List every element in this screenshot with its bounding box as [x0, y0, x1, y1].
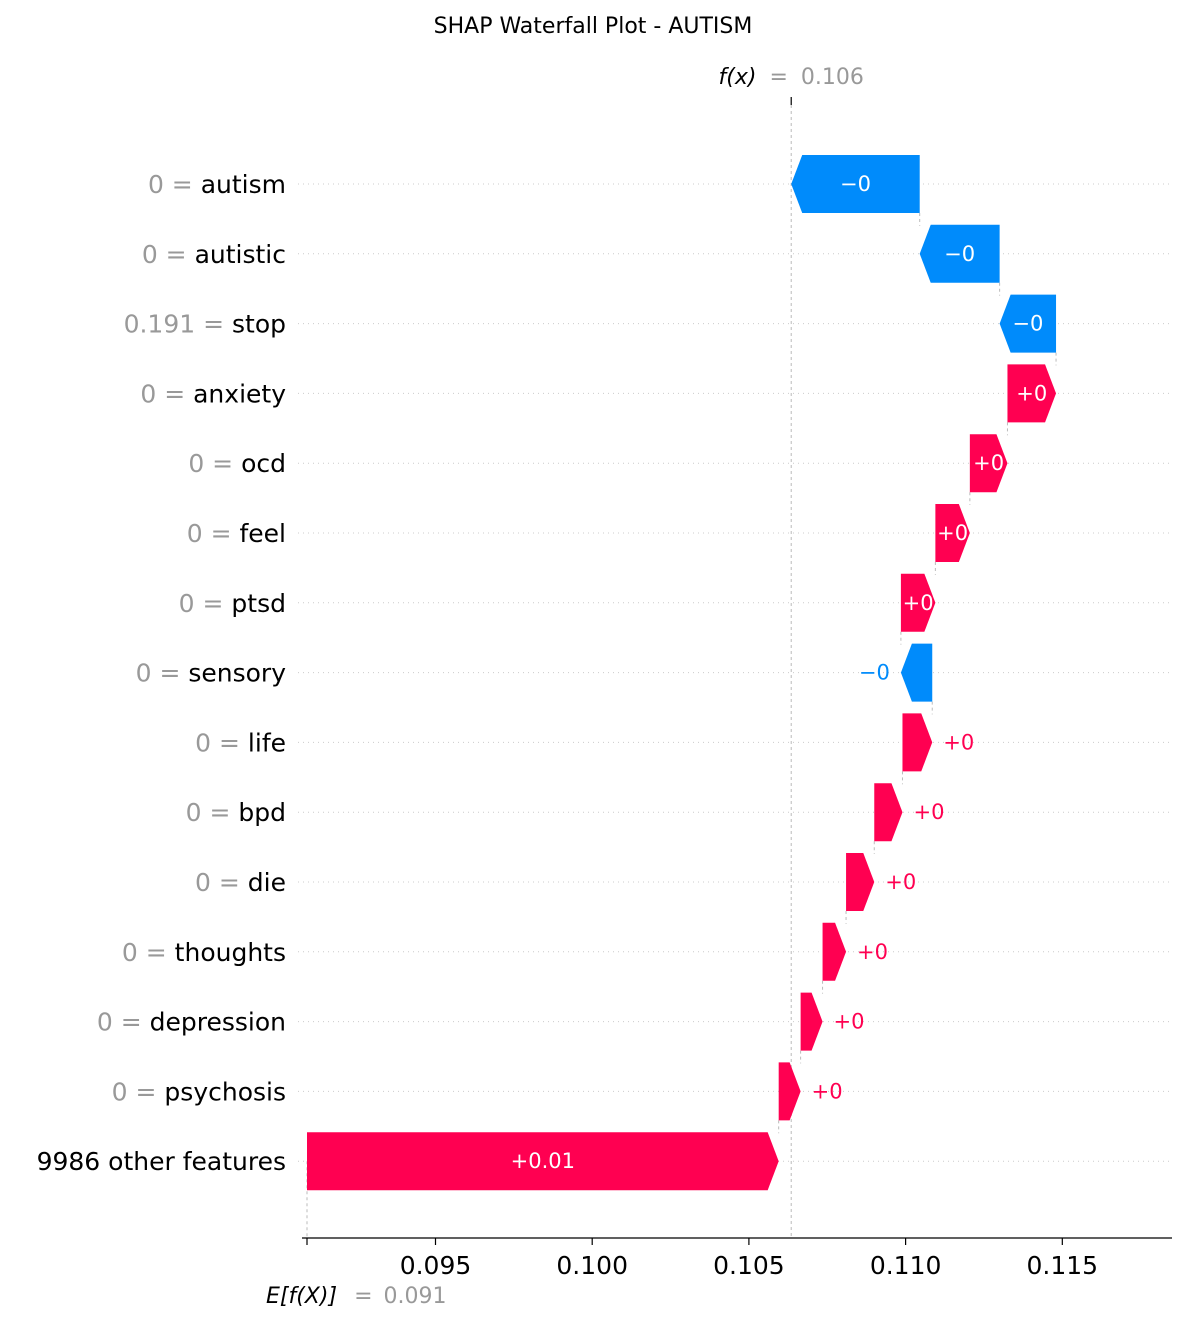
efx-text: E[f(X)] = 0.091: [266, 1284, 446, 1309]
waterfall-bar: [1007, 364, 1057, 423]
feature-name: psychosis: [164, 1077, 286, 1106]
feature-value: 0 =: [140, 379, 193, 408]
guide-lines: [306, 97, 1057, 1238]
feature-label: 0 = life: [195, 728, 286, 757]
bar-value-label: −0: [840, 172, 871, 196]
bar-value-label: +0: [885, 870, 916, 894]
feature-name: life: [248, 728, 286, 757]
feature-value: 0 =: [187, 519, 240, 548]
waterfall-bar: [900, 643, 933, 702]
waterfall-bar: [307, 1132, 779, 1191]
feature-label: 0 = psychosis: [112, 1077, 286, 1106]
waterfall-bar: [900, 573, 936, 632]
feature-label: 0 = ocd: [188, 449, 286, 478]
feature-label: 9986 other features: [37, 1147, 286, 1176]
waterfall-bar: [935, 504, 970, 562]
bar-value-label: +0.01: [511, 1149, 575, 1173]
bars: −0 −0 −0 +0 +0 +0 +0 −0 +0 +0 +0 +0 +0 +0 +0.01: [307, 155, 1057, 1191]
feature-label: 0 = bpd: [186, 798, 286, 827]
waterfall-bar: [800, 992, 823, 1051]
waterfall-bar: [791, 155, 920, 213]
waterfall-bar: [902, 713, 933, 772]
feature-name: thoughts: [175, 938, 286, 967]
grid-lines: [298, 183, 1172, 1162]
feature-label: 0 = anxiety: [140, 379, 286, 408]
feature-label: 0.191 = stop: [124, 310, 286, 339]
feature-name: depression: [150, 1008, 286, 1037]
bar-value-label: −0: [944, 242, 975, 266]
feature-value: 0 =: [195, 868, 248, 897]
feature-name: anxiety: [193, 379, 286, 408]
x-tick-label: 0.115: [1027, 1251, 1099, 1280]
feature-label: 0 = die: [195, 868, 286, 897]
bar-value-label: +0: [973, 451, 1004, 475]
feature-value: 0 =: [148, 170, 201, 199]
fx-label: f(x): [719, 65, 757, 90]
waterfall-bar: [846, 853, 875, 911]
feature-value: 0 =: [97, 1008, 150, 1037]
feature-label: 0 = thoughts: [122, 938, 286, 967]
efx-label: E[f(X)]: [266, 1284, 337, 1309]
bar-value-label: +0: [937, 521, 968, 545]
fx-text: f(x) = 0.106: [719, 65, 864, 90]
x-axis: 0.095 0.100 0.105 0.110 0.115: [302, 1237, 1172, 1280]
efx-annotation: E[f(X)] = 0.091: [266, 1284, 446, 1309]
bar-value-label: +0: [834, 1010, 865, 1034]
waterfall-bar: [822, 922, 847, 981]
fx-annotation: f(x) = 0.106: [719, 65, 864, 90]
feature-name: ocd: [241, 449, 286, 478]
feature-value: 0 =: [195, 728, 248, 757]
feature-value: 0 =: [112, 1077, 165, 1106]
fx-eq: =: [769, 65, 787, 90]
feature-value: 0 =: [122, 938, 175, 967]
bar-value-label: +0: [903, 591, 934, 615]
waterfall-bar: [778, 1062, 801, 1121]
feature-label: 0 = autistic: [142, 240, 286, 269]
bar-value-label: −0: [859, 661, 890, 685]
feature-value: 0 =: [179, 589, 232, 618]
feature-name: die: [248, 868, 286, 897]
bar-value-label: +0: [857, 940, 888, 964]
bar-value-label: +0: [1016, 381, 1047, 405]
feature-label: 0 = autism: [148, 170, 286, 199]
chart-title: SHAP Waterfall Plot - AUTISM: [434, 14, 753, 39]
efx-value: 0.091: [384, 1284, 447, 1309]
feature-name: 9986 other features: [37, 1147, 286, 1176]
feature-value: 0.191 =: [124, 310, 232, 339]
bar-value-label: −0: [1012, 312, 1043, 336]
waterfall-bar: [874, 783, 903, 842]
feature-label: 0 = ptsd: [179, 589, 286, 618]
x-tick-label: 0.105: [713, 1251, 785, 1280]
feature-name: feel: [239, 519, 286, 548]
x-tick-label: 0.100: [556, 1251, 628, 1280]
feature-value: 0 =: [188, 449, 241, 478]
feature-label: 0 = depression: [97, 1008, 286, 1037]
waterfall-bar: [919, 224, 1000, 283]
efx-eq: =: [354, 1284, 372, 1309]
feature-name: bpd: [238, 798, 286, 827]
fx-value: 0.106: [801, 65, 864, 90]
feature-label: 0 = sensory: [136, 659, 287, 688]
waterfall-bar: [999, 294, 1057, 353]
feature-name: autism: [201, 170, 286, 199]
x-tick-label: 0.095: [400, 1251, 472, 1280]
bar-value-label: +0: [943, 730, 974, 754]
feature-name: stop: [232, 310, 286, 339]
x-tick-label: 0.110: [870, 1251, 942, 1280]
bar-value-label: +0: [812, 1079, 843, 1103]
feature-value: 0 =: [142, 240, 195, 269]
feature-name: sensory: [188, 659, 286, 688]
feature-value: 0 =: [186, 798, 239, 827]
bar-value-label: +0: [913, 800, 944, 824]
feature-value: 0 =: [136, 659, 189, 688]
feature-name: ptsd: [231, 589, 286, 618]
waterfall-bar: [969, 434, 1008, 493]
feature-name: autistic: [195, 240, 286, 269]
feature-label: 0 = feel: [187, 519, 286, 548]
